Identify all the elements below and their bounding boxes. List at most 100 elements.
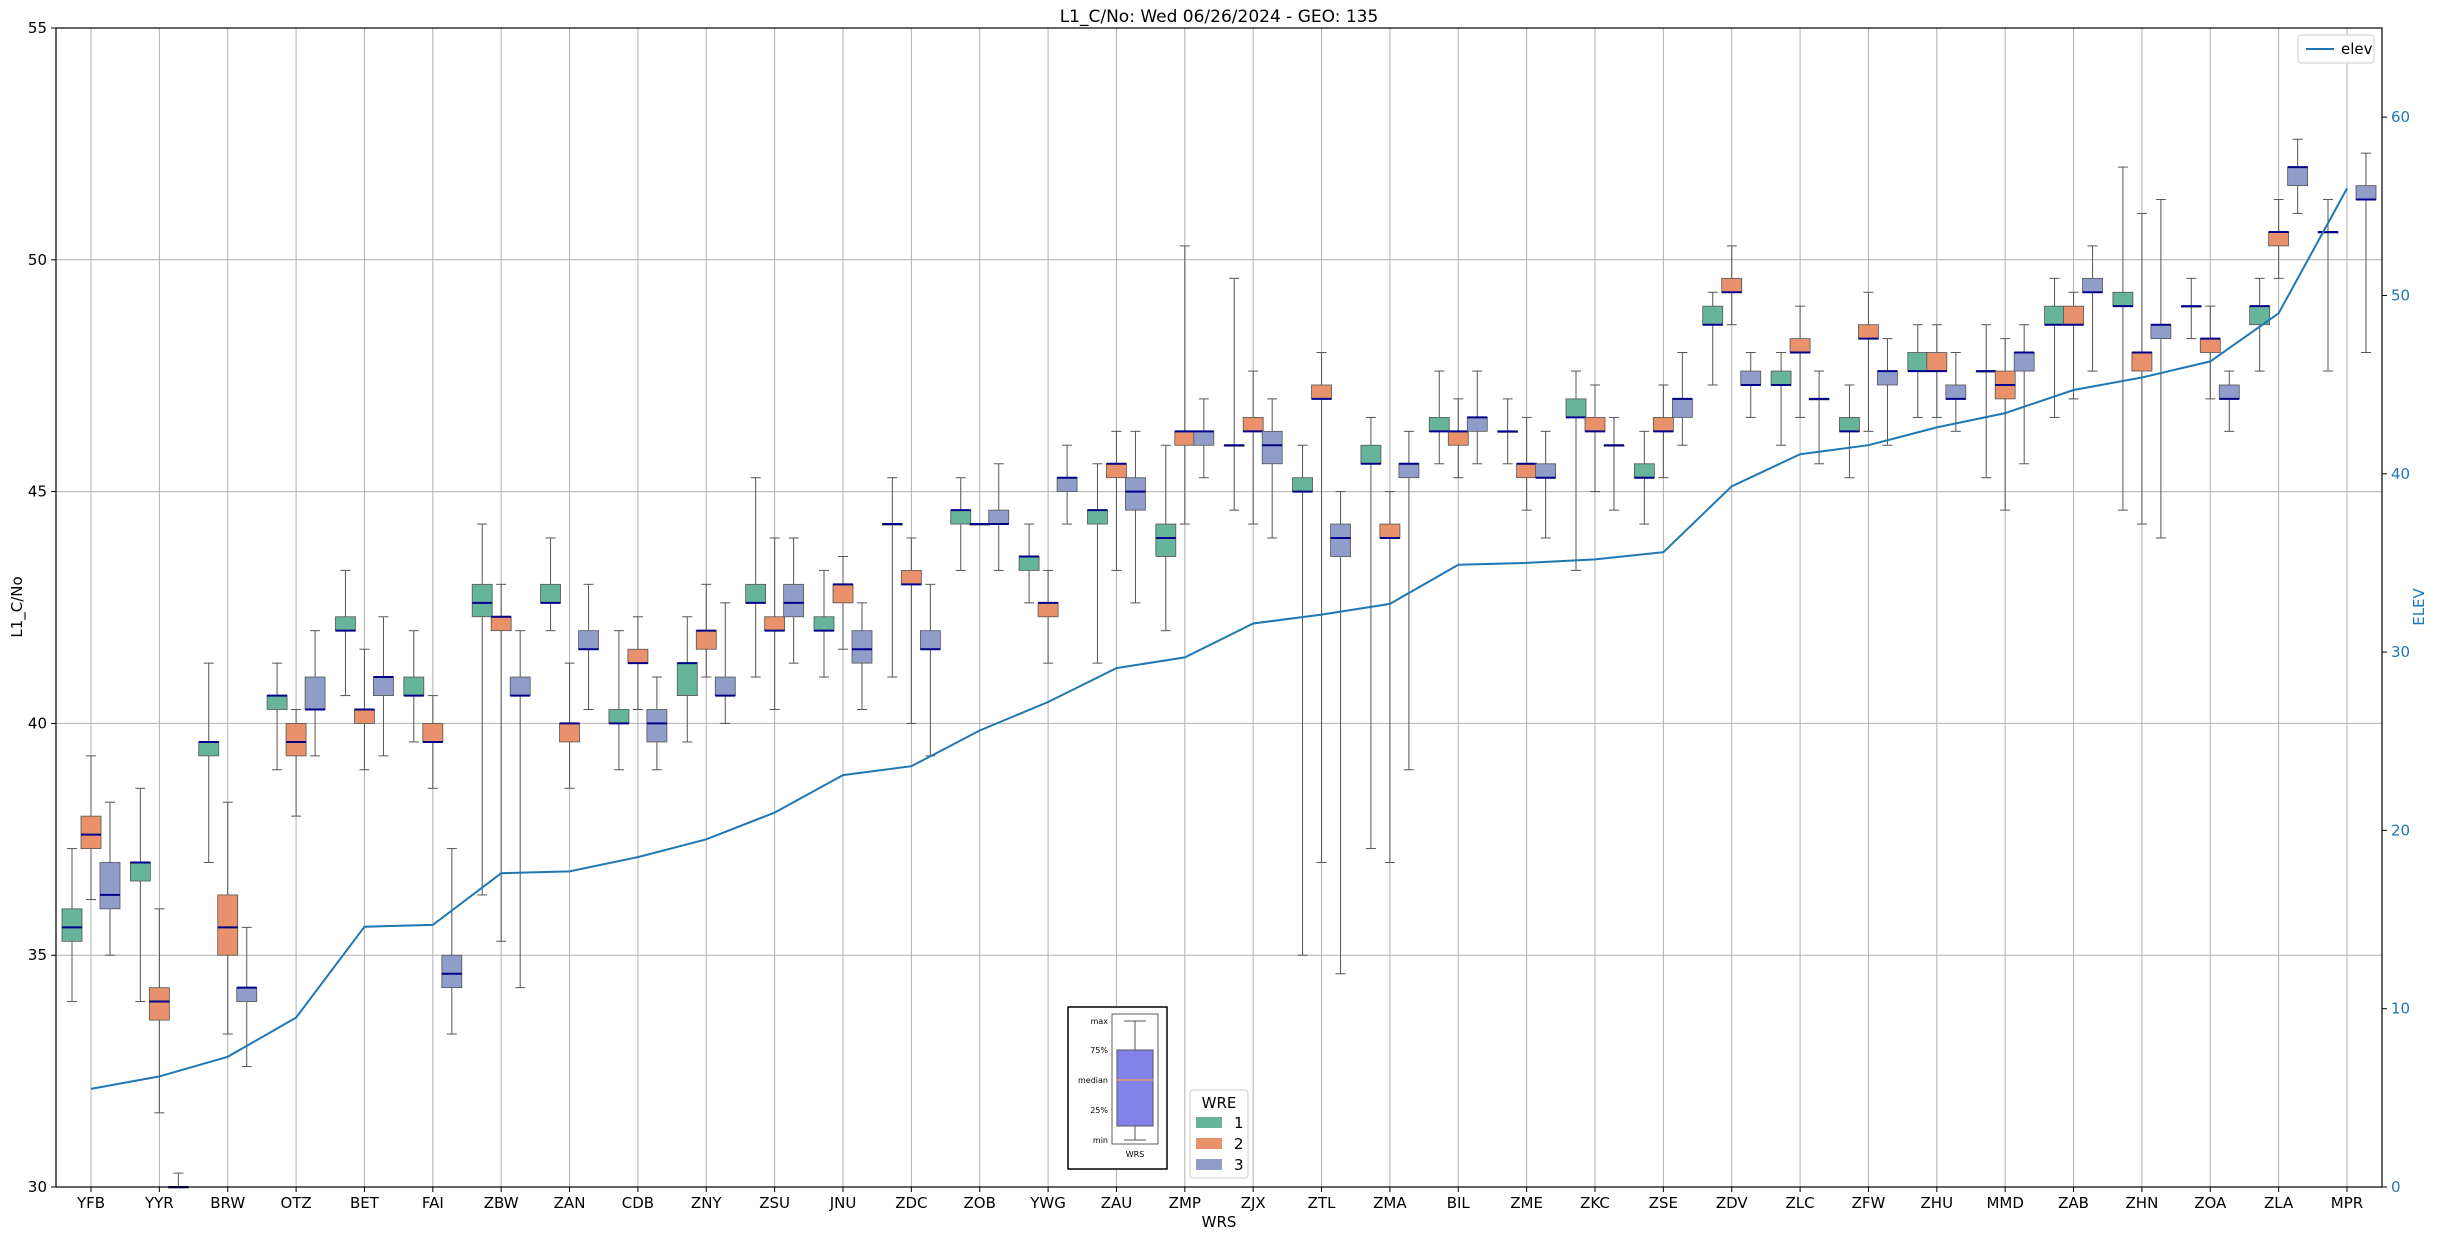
x-axis-title: WRS (1202, 1213, 1237, 1231)
box-zdv-wre3 (1740, 352, 1762, 418)
box-zlc-wre1 (1770, 352, 1792, 446)
box-zan-wre1 (540, 537, 561, 632)
box-zhu-wre3 (1945, 352, 1967, 432)
box-zdc-wre1 (881, 477, 903, 678)
wre-legend-title: WRE (1202, 1094, 1237, 1112)
box-brw-wre1 (198, 662, 220, 863)
box-zla-wre1 (2249, 277, 2271, 372)
wre-legend-swatch-3 (1196, 1159, 1222, 1170)
x-tick-label: ZDC (895, 1194, 927, 1212)
box-mmd-wre1 (1975, 324, 1997, 479)
box-body (1087, 509, 1108, 525)
box-bil-wre2 (1447, 398, 1469, 479)
chart-title: L1_C/No: Wed 06/26/2024 - GEO: 135 (1060, 7, 1379, 27)
box-zbw-wre2 (490, 583, 512, 942)
box-zlc-wre3 (1808, 370, 1830, 465)
box-cdb-wre1 (608, 630, 630, 771)
elev-legend-frame (2297, 34, 2375, 64)
box-body (99, 862, 121, 910)
box-body (900, 570, 922, 585)
box-body (1671, 398, 1693, 418)
box-zkc-wre3 (1603, 416, 1625, 511)
x-tick-label: ZMA (1373, 1194, 1407, 1212)
box-zau-wre3 (1125, 430, 1146, 604)
box-body (1193, 430, 1215, 446)
box-zla-wre2 (2268, 199, 2290, 279)
box-body (2199, 338, 2221, 353)
box-ywg-wre3 (1056, 444, 1078, 525)
wre-legend-label-1: 1 (1234, 1114, 1244, 1132)
box-jnu-wre2 (832, 556, 854, 650)
box-zsu-wre2 (764, 537, 786, 710)
box-zdc-wre3 (919, 583, 941, 757)
y2-tick-label: 0 (2391, 1178, 2401, 1196)
box-brw-wre2 (217, 801, 239, 1035)
box-body (646, 709, 668, 743)
y2-tick-label: 30 (2391, 643, 2410, 661)
box-body (354, 709, 375, 724)
x-tick-label: ZOA (2194, 1194, 2227, 1212)
box-key-max-label: max (1091, 1017, 1109, 1026)
y-tick-label: 40 (28, 714, 47, 732)
box-body (61, 908, 83, 942)
x-tick-label: ZHU (1921, 1194, 1954, 1212)
box-body (304, 676, 326, 710)
box-body (471, 583, 493, 618)
box-body (2131, 352, 2153, 372)
box-body (783, 583, 805, 618)
box-body (1447, 430, 1469, 446)
x-tick-label: ZME (1510, 1194, 1543, 1212)
box-body (1926, 352, 1948, 372)
box-body (373, 676, 394, 696)
y2-tick-label: 60 (2391, 108, 2410, 126)
elev-series-line (90, 188, 2348, 1090)
box-body (1037, 602, 1059, 618)
box-body (1770, 370, 1792, 386)
box-body (2112, 291, 2134, 307)
box-zma-wre1 (1360, 416, 1382, 850)
x-tick-label: ZFW (1852, 1194, 1886, 1212)
y-tick-label: 55 (28, 19, 47, 37)
y2-axis-title: ELEV (2410, 587, 2428, 625)
box-jnu-wre3 (851, 602, 873, 710)
box-zob-wre2 (969, 523, 991, 526)
box-body (1106, 463, 1127, 479)
box-body (988, 509, 1010, 525)
x-tick-label: BIL (1447, 1194, 1471, 1212)
box-zsu-wre3 (783, 537, 805, 664)
box-otz-wre1 (266, 662, 288, 771)
wre-legend-swatch-2 (1196, 1138, 1222, 1149)
box-body (851, 630, 873, 664)
box-body (627, 648, 649, 664)
boxes (61, 138, 2377, 1189)
box-body (1721, 277, 1743, 293)
plot-frame (55, 27, 2383, 1188)
x-tick-label: YWG (1029, 1194, 1066, 1212)
box-zjx-wre2 (1242, 370, 1264, 525)
box-zkc-wre1 (1565, 370, 1587, 571)
box-body (540, 583, 561, 604)
x-tick-label: ZAN (554, 1194, 586, 1212)
box-body (2287, 166, 2309, 187)
box-body (1652, 417, 1674, 432)
box-zhn-wre2 (2131, 212, 2153, 525)
box-body (1174, 430, 1196, 446)
box-body (198, 741, 220, 757)
box-body (714, 676, 736, 696)
wre-legend-swatch-1 (1196, 1117, 1222, 1128)
box-key-q3-label: 75% (1090, 1046, 1108, 1055)
box-zhn-wre3 (2150, 199, 2172, 539)
box-body (1740, 370, 1762, 386)
box-zny-wre1 (676, 616, 698, 743)
x-tick-label: ZSU (759, 1194, 790, 1212)
x-tick-label: ZOB (964, 1194, 996, 1212)
box-zob-wre1 (950, 477, 972, 571)
box-zny-wre3 (714, 602, 736, 724)
box-body (1858, 324, 1879, 340)
y-tick-label: 35 (28, 946, 47, 964)
box-bet-wre2 (354, 648, 375, 771)
box-key-inner-frame (1111, 1013, 1159, 1145)
box-otz-wre3 (304, 630, 326, 757)
box-body (1379, 523, 1401, 539)
